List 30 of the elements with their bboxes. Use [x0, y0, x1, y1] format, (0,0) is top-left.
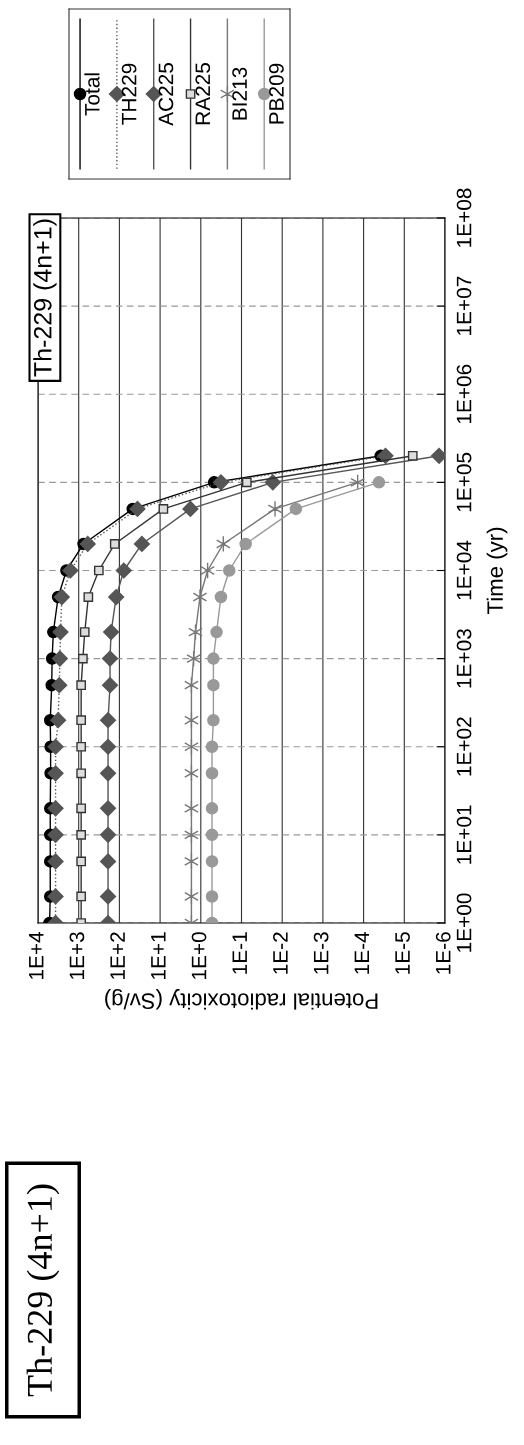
legend-label: RA225: [195, 63, 211, 125]
x-tick-label: 1E-3: [313, 932, 329, 974]
y-tick-label: 1E+06: [456, 364, 472, 424]
x-axis-title: Potential radiotoxicity (Sv/g): [105, 988, 378, 1010]
x-tick-label: 1E+2: [110, 932, 125, 979]
x-tick-label: 1E+0: [191, 932, 207, 979]
legend-label: PB209: [269, 63, 284, 124]
x-tick-label: 1E+3: [69, 932, 85, 979]
legend-label: AC225: [158, 63, 174, 126]
y-tick-label: 1E+02: [456, 717, 472, 776]
text: Th-229 (4n+1): [26, 1184, 60, 1397]
x-tick-label: 1E-1: [232, 932, 247, 974]
y-tick-label: 1E+00: [456, 893, 472, 952]
y-tick-label: 1E+01: [456, 805, 472, 864]
y-tick-label: 1E+07: [456, 276, 472, 335]
legend-label: TH229: [121, 63, 137, 125]
x-tick-label: 1E-4: [354, 931, 369, 974]
y-tick-label: 1E+08: [456, 188, 472, 247]
x-tick-label: 1E-2: [273, 932, 288, 974]
x-tick-label: 1E-5: [395, 932, 410, 974]
y-axis-title: Time (yr): [486, 527, 508, 615]
legend-label: Total: [84, 73, 100, 116]
x-tick-label: 1E-6: [435, 932, 451, 974]
y-tick-label: 1E+04: [456, 540, 472, 600]
y-tick-label: 1E+03: [456, 629, 472, 688]
x-tick-label: 1E+1: [151, 932, 166, 979]
y-tick-label: 1E+05: [456, 452, 472, 512]
legend-label: BI213: [232, 67, 247, 120]
x-tick-label: 1E+4: [29, 931, 44, 979]
text: Th-229 (4n+1): [33, 219, 57, 377]
